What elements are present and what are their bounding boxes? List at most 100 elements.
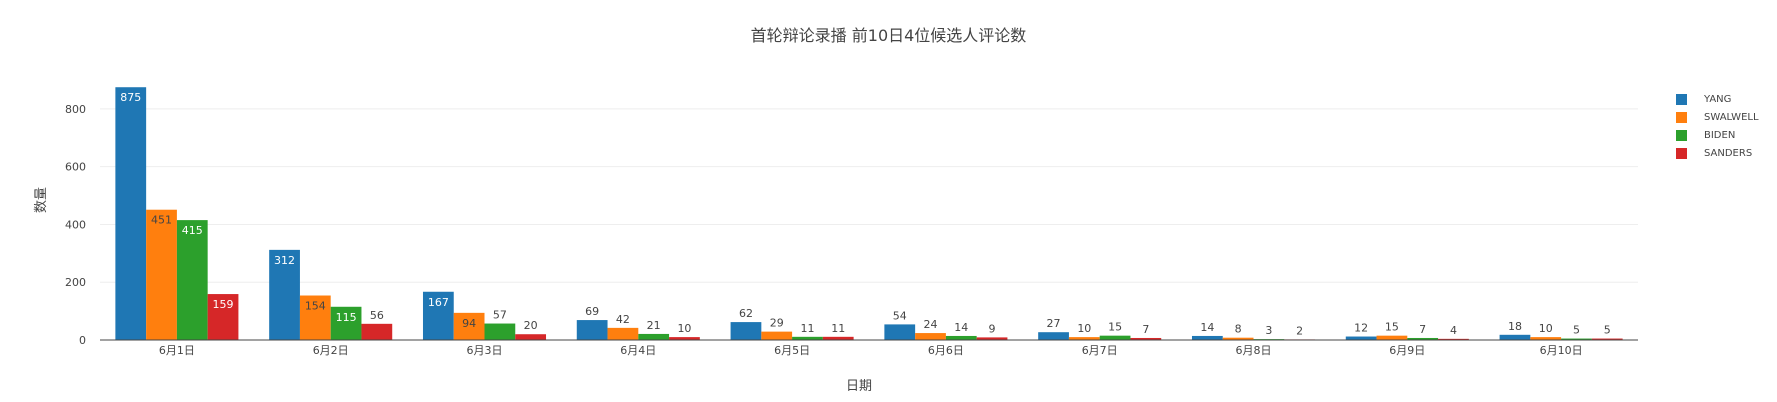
x-tick-label: 6月5日 <box>774 344 810 357</box>
bar <box>669 337 700 340</box>
data-label: 4 <box>1450 324 1457 337</box>
bar <box>884 324 916 340</box>
gridlines <box>100 108 1638 283</box>
data-label: 14 <box>1200 321 1214 334</box>
data-label: 3 <box>1265 324 1272 337</box>
bar <box>361 323 393 340</box>
legend-label: YANG <box>1704 94 1732 105</box>
data-label: 115 <box>336 311 357 324</box>
data-label: 15 <box>1385 321 1399 334</box>
data-label: 167 <box>428 296 449 309</box>
legend-swatch <box>1676 148 1687 159</box>
bar <box>1499 334 1531 340</box>
bar <box>299 295 331 340</box>
data-label: 69 <box>585 305 599 318</box>
bar <box>1591 338 1623 340</box>
x-axis-label: 日期 <box>846 379 873 394</box>
bar <box>269 249 300 340</box>
bar <box>176 220 208 340</box>
bar <box>453 312 485 340</box>
x-tick-label: 6月3日 <box>467 344 503 357</box>
x-tick-label: 6月2日 <box>313 344 349 357</box>
data-label: 11 <box>831 322 845 335</box>
legend-swatch <box>1676 112 1687 123</box>
bar <box>1345 336 1377 340</box>
data-label: 18 <box>1508 320 1522 333</box>
bar <box>1068 337 1100 340</box>
data-label: 20 <box>524 319 538 332</box>
y-tick-label: 0 <box>79 334 86 347</box>
x-tick-label: 6月4日 <box>620 344 656 357</box>
data-label: 24 <box>924 318 938 331</box>
data-label: 10 <box>1539 322 1553 335</box>
data-label: 10 <box>677 322 691 335</box>
bar <box>207 294 239 340</box>
y-tick-label: 800 <box>65 103 86 116</box>
x-tick-label: 6月6日 <box>928 344 964 357</box>
bar <box>976 337 1008 340</box>
data-label: 94 <box>462 317 476 330</box>
data-label: 57 <box>493 309 507 322</box>
bar <box>915 333 946 340</box>
data-label: 27 <box>1047 317 1061 330</box>
data-label: 54 <box>893 309 907 322</box>
x-tick-label: 6月1日 <box>159 344 195 357</box>
data-label: 5 <box>1604 324 1611 337</box>
legend-label: BIDEN <box>1704 130 1736 141</box>
legend-label: SWALWELL <box>1704 112 1759 123</box>
bar <box>422 291 454 340</box>
data-label: 12 <box>1354 322 1368 335</box>
data-label: 14 <box>954 321 968 334</box>
y-tick-label: 200 <box>65 276 86 289</box>
data-label: 312 <box>274 254 295 267</box>
bar <box>115 87 147 340</box>
bar <box>1407 337 1439 340</box>
bar <box>1222 337 1254 340</box>
bar <box>1530 337 1562 340</box>
bar <box>484 323 516 340</box>
bar <box>146 209 177 340</box>
bar <box>1376 335 1408 340</box>
data-label: 8 <box>1235 323 1242 336</box>
x-tick-label: 6月7日 <box>1082 344 1118 357</box>
data-label: 875 <box>120 91 141 104</box>
bar <box>576 320 608 340</box>
data-label: 2 <box>1296 324 1303 337</box>
data-label: 62 <box>739 307 753 320</box>
bar <box>638 333 670 340</box>
bar <box>1130 337 1162 340</box>
bar <box>822 336 854 340</box>
bar <box>1038 332 1069 340</box>
chart-title: 首轮辩论录播 前10日4位候选人评论数 <box>750 26 1027 45</box>
bar <box>792 336 823 340</box>
data-label: 7 <box>1419 323 1426 336</box>
legend-swatch <box>1676 94 1687 105</box>
bar <box>1099 335 1131 340</box>
data-label: 11 <box>800 322 814 335</box>
data-label: 451 <box>151 214 172 227</box>
bar <box>330 306 362 340</box>
axes: 0 200 400 600 800 6月1日 6月2日 6月3日 6月4日 6月5日 6月6日 6月7… <box>65 103 1638 357</box>
data-label: 15 <box>1108 321 1122 334</box>
data-label: 159 <box>213 298 234 311</box>
bar <box>515 334 547 340</box>
y-axis-label: 数量 <box>34 186 49 213</box>
data-label: 42 <box>616 313 630 326</box>
data-label: 154 <box>305 300 326 313</box>
data-label: 5 <box>1573 324 1580 337</box>
bar <box>761 331 793 340</box>
bar <box>730 322 762 340</box>
bar <box>945 335 977 340</box>
x-tick-label: 6月8日 <box>1236 344 1272 357</box>
x-tick-label: 6月10日 <box>1540 344 1583 357</box>
y-tick-label: 600 <box>65 161 86 174</box>
bars <box>115 87 1623 340</box>
data-label: 29 <box>770 317 784 330</box>
data-label: 10 <box>1077 322 1091 335</box>
data-label: 7 <box>1142 323 1149 336</box>
legend-label: SANDERS <box>1704 148 1753 159</box>
x-tick-label: 6月9日 <box>1389 344 1425 357</box>
legend-swatch <box>1676 130 1687 141</box>
